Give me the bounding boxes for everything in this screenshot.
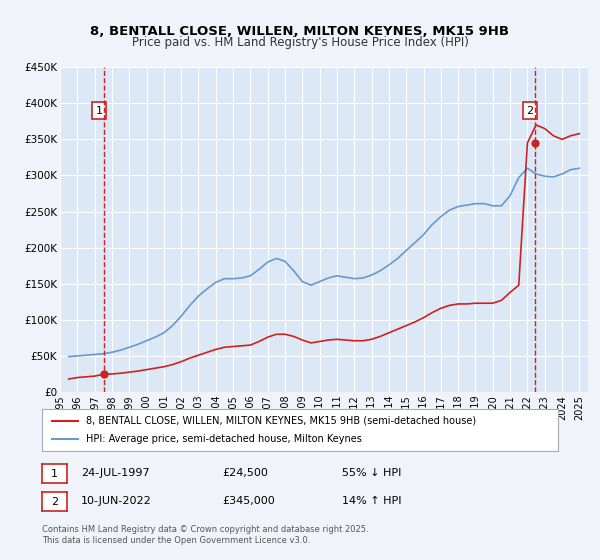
Text: HPI: Average price, semi-detached house, Milton Keynes: HPI: Average price, semi-detached house,… <box>86 434 362 444</box>
Text: £345,000: £345,000 <box>222 496 275 506</box>
Text: 14% ↑ HPI: 14% ↑ HPI <box>342 496 401 506</box>
Text: 2: 2 <box>526 105 533 115</box>
Text: £24,500: £24,500 <box>222 468 268 478</box>
Text: 24-JUL-1997: 24-JUL-1997 <box>81 468 149 478</box>
Text: Contains HM Land Registry data © Crown copyright and database right 2025.
This d: Contains HM Land Registry data © Crown c… <box>42 525 368 545</box>
Text: 2: 2 <box>51 497 58 507</box>
Text: 8, BENTALL CLOSE, WILLEN, MILTON KEYNES, MK15 9HB: 8, BENTALL CLOSE, WILLEN, MILTON KEYNES,… <box>91 25 509 38</box>
Text: 55% ↓ HPI: 55% ↓ HPI <box>342 468 401 478</box>
Text: 10-JUN-2022: 10-JUN-2022 <box>81 496 152 506</box>
Text: Price paid vs. HM Land Registry's House Price Index (HPI): Price paid vs. HM Land Registry's House … <box>131 36 469 49</box>
Text: 1: 1 <box>95 105 103 115</box>
Text: 8, BENTALL CLOSE, WILLEN, MILTON KEYNES, MK15 9HB (semi-detached house): 8, BENTALL CLOSE, WILLEN, MILTON KEYNES,… <box>86 416 476 426</box>
Text: 1: 1 <box>51 469 58 479</box>
